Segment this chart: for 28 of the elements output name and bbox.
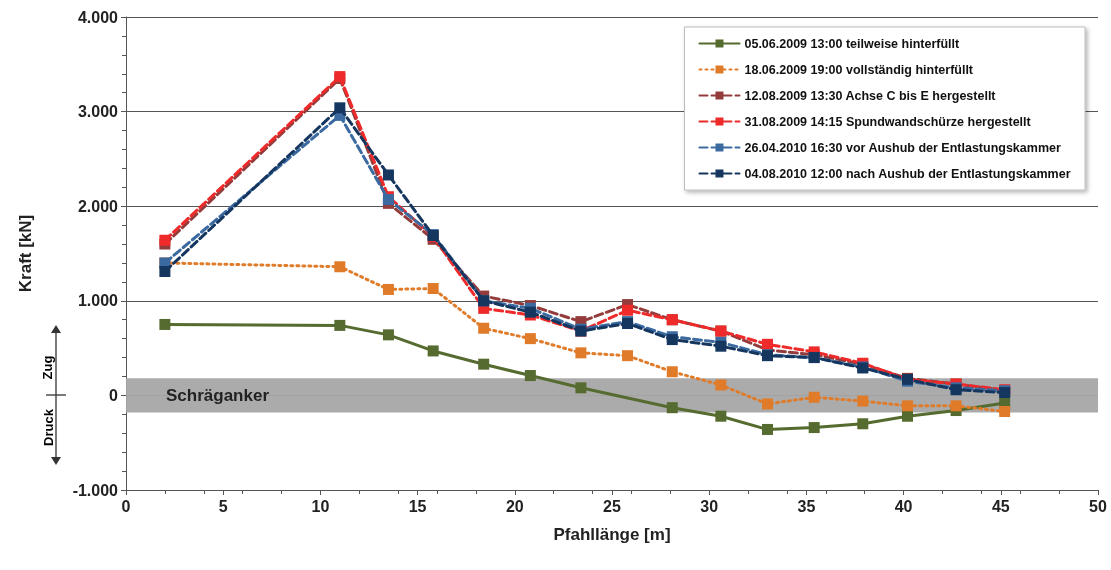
y-tick-label: 1.000 [77, 292, 119, 310]
y-tick-label: 4.000 [77, 8, 119, 26]
x-tick-label: 10 [311, 497, 330, 515]
legend-label: 04.08.2010 12:00 nach Aushub der Entlastungskammer [744, 166, 1071, 181]
y-tick-label: -1.000 [72, 481, 119, 499]
legend-label: 18.06.2009 19:00 vollständig hinterfüllt [744, 62, 974, 77]
x-tick-label: 20 [505, 497, 524, 515]
x-tick-label: 30 [700, 497, 719, 515]
y-axis-title: Kraft [kN] [16, 214, 35, 293]
x-tick-label: 50 [1089, 497, 1107, 515]
x-tick-label: 5 [218, 497, 228, 515]
x-tick-label: 15 [408, 497, 427, 515]
y-tick-label: 3.000 [77, 103, 119, 121]
legend-label: 31.08.2009 14:15 Spundwandschürze hergestellt [744, 114, 1032, 129]
band-label: Schräganker [166, 385, 270, 405]
text: Zug [40, 355, 56, 380]
legend-label: 05.06.2009 13:00 teilweise hinterfüllt [744, 36, 960, 51]
text: Druck [40, 408, 56, 446]
legend-label: 12.08.2009 13:30 Achse C bis E hergestellt [744, 88, 997, 103]
x-tick-label: 0 [121, 497, 131, 515]
y-tick-label: 2.000 [77, 197, 119, 215]
x-axis-title: Pfahllänge [m] [553, 525, 671, 544]
legend-label: 26.04.2010 16:30 vor Aushub der Entlastungskammer [744, 140, 1061, 155]
x-tick-label: 35 [797, 497, 816, 515]
y-tick-label: 0 [109, 386, 119, 404]
x-tick-label: 25 [603, 497, 621, 515]
x-tick-label: 45 [991, 497, 1010, 515]
x-tick-label: 40 [894, 497, 913, 515]
